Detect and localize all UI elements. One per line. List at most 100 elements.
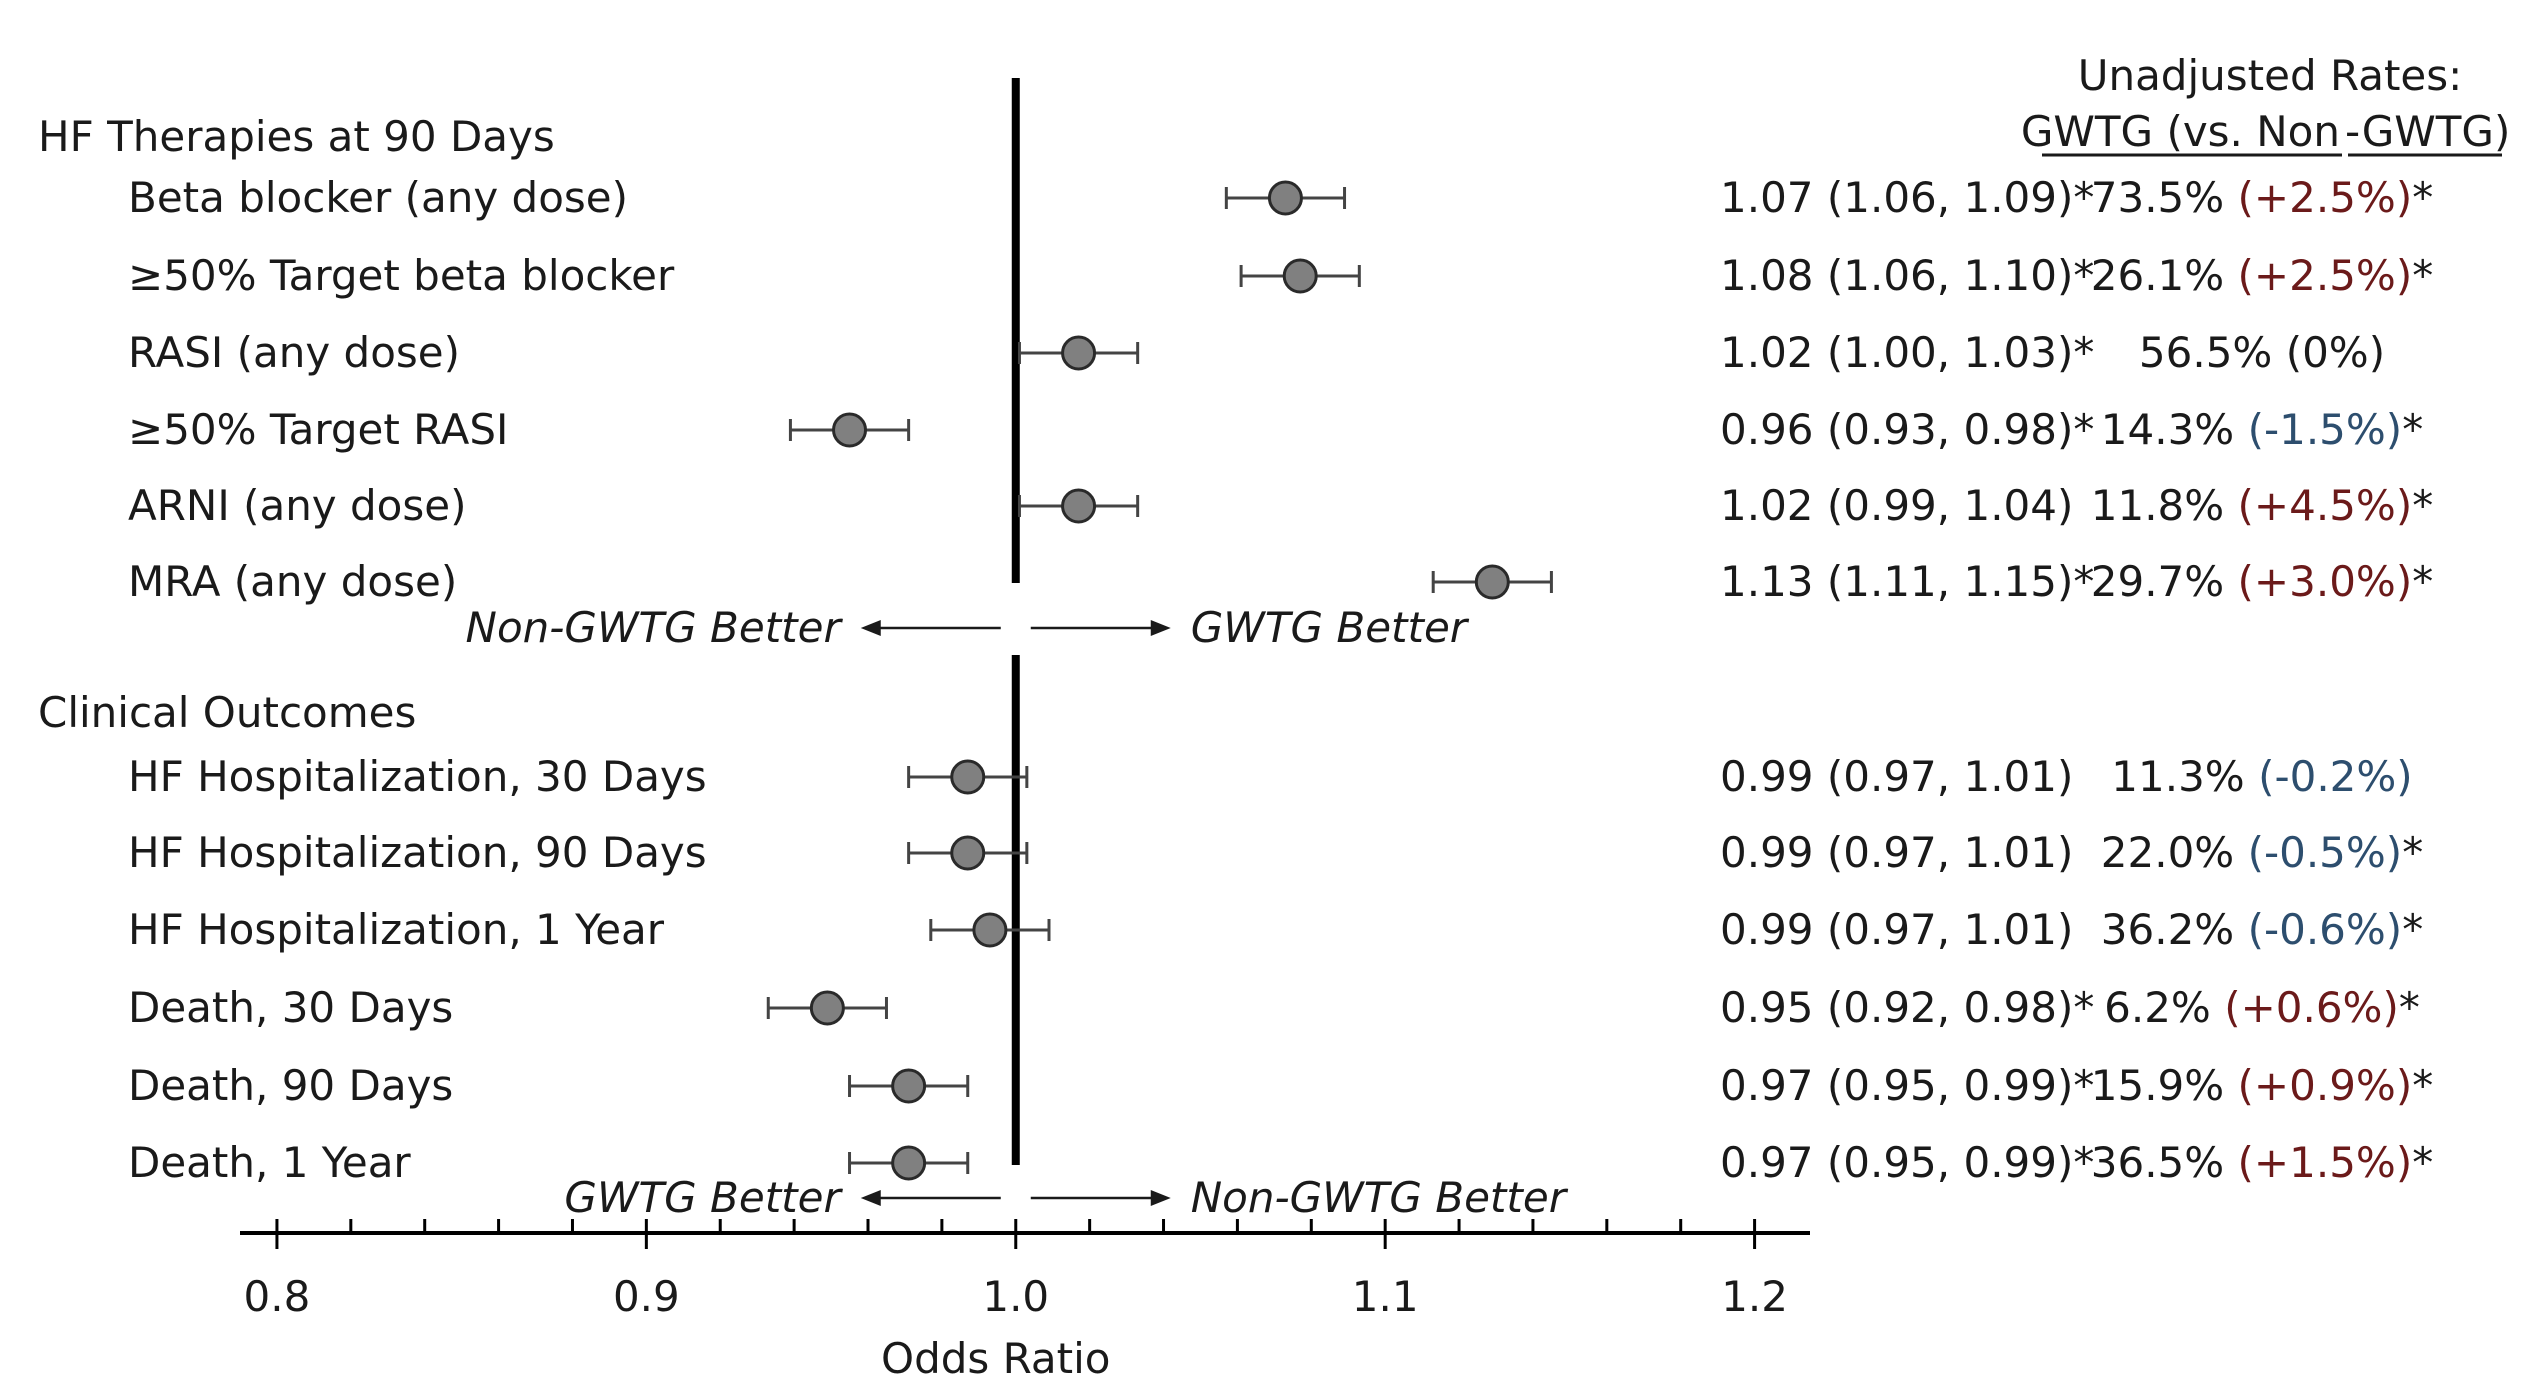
rate-percent: 36.2% bbox=[2101, 905, 2248, 954]
or-ci-text: 0.97 (0.95, 0.99)* bbox=[1720, 1138, 2094, 1187]
rate-value: 6.2% (+0.6%)* bbox=[2104, 983, 2420, 1032]
x-tick-label: 0.8 bbox=[244, 1272, 311, 1321]
or-point bbox=[809, 990, 845, 1026]
rate-value: 11.8% (+4.5%)* bbox=[2091, 481, 2433, 530]
rate-star: * bbox=[2402, 905, 2423, 954]
or-point bbox=[950, 759, 986, 795]
rate-value: 36.5% (+1.5%)* bbox=[2091, 1138, 2433, 1187]
or-point bbox=[891, 1145, 927, 1181]
or-ci-text: 0.96 (0.93, 0.98)* bbox=[1720, 405, 2094, 454]
rate-star: * bbox=[2412, 1061, 2433, 1110]
direction-arrowhead-left bbox=[860, 1190, 881, 1206]
rate-value: 14.3% (-1.5%)* bbox=[2101, 405, 2423, 454]
rate-diff: (+0.9%) bbox=[2238, 1061, 2413, 1110]
direction-arrowhead-left bbox=[860, 620, 881, 636]
section-title: Clinical Outcomes bbox=[38, 688, 416, 737]
rate-diff: (+4.5%) bbox=[2238, 481, 2413, 530]
row-label: Death, 30 Days bbox=[128, 983, 453, 1032]
x-axis-title: Odds Ratio bbox=[881, 1334, 1110, 1383]
rate-value: 36.2% (-0.6%)* bbox=[2101, 905, 2423, 954]
rate-value: 11.3% (-0.2%) bbox=[2111, 752, 2412, 801]
or-point bbox=[891, 1068, 927, 1104]
or-point bbox=[1474, 564, 1510, 600]
or-ci-text: 1.08 (1.06, 1.10)* bbox=[1720, 251, 2094, 300]
rate-value: 29.7% (+3.0%)* bbox=[2091, 557, 2433, 606]
or-point bbox=[972, 912, 1008, 948]
rate-percent: 29.7% bbox=[2091, 557, 2238, 606]
rate-star: * bbox=[2412, 173, 2433, 222]
x-tick-label: 1.1 bbox=[1352, 1272, 1419, 1321]
or-ci-text: 1.02 (1.00, 1.03)* bbox=[1720, 328, 2094, 377]
rate-value: 26.1% (+2.5%)* bbox=[2091, 251, 2433, 300]
rate-star: * bbox=[2412, 251, 2433, 300]
rates-header-line2a: GWTG (vs. Non bbox=[2021, 107, 2340, 156]
section-title: HF Therapies at 90 Days bbox=[38, 112, 555, 161]
rate-value: 22.0% (-0.5%)* bbox=[2101, 828, 2423, 877]
rates-column-header: Unadjusted Rates: GWTG (vs. Non -GWTG) bbox=[2021, 51, 2510, 157]
or-point bbox=[1282, 258, 1318, 294]
rate-diff: (-1.5%) bbox=[2248, 405, 2403, 454]
row-label: HF Hospitalization, 90 Days bbox=[128, 828, 707, 877]
or-ci-text: 1.13 (1.11, 1.15)* bbox=[1720, 557, 2094, 606]
rate-percent: 56.5% bbox=[2139, 328, 2286, 377]
or-point bbox=[950, 835, 986, 871]
direction-label-right: GWTG Better bbox=[1191, 603, 1470, 652]
or-point bbox=[832, 412, 868, 448]
rate-diff: (+2.5%) bbox=[2238, 173, 2413, 222]
rate-percent: 73.5% bbox=[2091, 173, 2238, 222]
direction-arrowhead-right bbox=[1150, 620, 1171, 636]
row-label: Death, 90 Days bbox=[128, 1061, 453, 1110]
rate-percent: 22.0% bbox=[2101, 828, 2248, 877]
rate-diff: (-0.6%) bbox=[2248, 905, 2403, 954]
or-ci-text: 1.07 (1.06, 1.09)* bbox=[1720, 173, 2094, 222]
or-ci-text: 0.95 (0.92, 0.98)* bbox=[1720, 983, 2094, 1032]
x-tick-label: 1.2 bbox=[1721, 1272, 1788, 1321]
rate-percent: 14.3% bbox=[2101, 405, 2248, 454]
or-point bbox=[1061, 488, 1097, 524]
x-tick-label: 0.9 bbox=[613, 1272, 680, 1321]
rate-diff: (+0.6%) bbox=[2224, 983, 2399, 1032]
rate-percent: 11.8% bbox=[2091, 481, 2238, 530]
row-label: ARNI (any dose) bbox=[128, 481, 466, 530]
rate-diff: (+1.5%) bbox=[2238, 1138, 2413, 1187]
or-ci-text: 0.97 (0.95, 0.99)* bbox=[1720, 1061, 2094, 1110]
rate-star: * bbox=[2402, 828, 2423, 877]
rate-percent: 11.3% bbox=[2111, 752, 2258, 801]
row-label: Death, 1 Year bbox=[128, 1138, 411, 1187]
direction-label-left: GWTG Better bbox=[564, 1173, 843, 1222]
or-ci-text: 0.99 (0.97, 1.01) bbox=[1720, 752, 2073, 801]
rates-header-line1: Unadjusted Rates: bbox=[2078, 51, 2463, 100]
x-tick-label: 1.0 bbox=[982, 1272, 1049, 1321]
or-ci-text: 0.99 (0.97, 1.01) bbox=[1720, 828, 2073, 877]
row-label: RASI (any dose) bbox=[128, 328, 460, 377]
row-label: MRA (any dose) bbox=[128, 557, 457, 606]
rate-star: * bbox=[2412, 1138, 2433, 1187]
rate-diff: (0%) bbox=[2286, 328, 2385, 377]
rate-percent: 36.5% bbox=[2091, 1138, 2238, 1187]
rate-star: * bbox=[2412, 481, 2433, 530]
rate-percent: 26.1% bbox=[2091, 251, 2238, 300]
row-label: Beta blocker (any dose) bbox=[128, 173, 628, 222]
row-label: ≥50% Target beta blocker bbox=[128, 251, 675, 300]
rate-diff: (-0.5%) bbox=[2248, 828, 2403, 877]
or-point bbox=[1267, 180, 1303, 216]
direction-label-right: Non-GWTG Better bbox=[1191, 1173, 1569, 1222]
direction-arrowhead-right bbox=[1150, 1190, 1171, 1206]
rate-diff: (-0.2%) bbox=[2258, 752, 2413, 801]
rate-percent: 15.9% bbox=[2091, 1061, 2238, 1110]
row-label: ≥50% Target RASI bbox=[128, 405, 508, 454]
rate-star: * bbox=[2399, 983, 2420, 1032]
rate-star: * bbox=[2412, 557, 2433, 606]
or-point bbox=[1061, 335, 1097, 371]
direction-label-left: Non-GWTG Better bbox=[466, 603, 844, 652]
or-ci-text: 1.02 (0.99, 1.04) bbox=[1720, 481, 2073, 530]
row-label: HF Hospitalization, 1 Year bbox=[128, 905, 665, 954]
or-ci-text: 0.99 (0.97, 1.01) bbox=[1720, 905, 2073, 954]
rate-value: 56.5% (0%) bbox=[2139, 328, 2385, 377]
rate-diff: (+2.5%) bbox=[2238, 251, 2413, 300]
rate-percent: 6.2% bbox=[2104, 983, 2224, 1032]
row-label: HF Hospitalization, 30 Days bbox=[128, 752, 707, 801]
rate-value: 73.5% (+2.5%)* bbox=[2091, 173, 2433, 222]
rate-value: 15.9% (+0.9%)* bbox=[2091, 1061, 2433, 1110]
